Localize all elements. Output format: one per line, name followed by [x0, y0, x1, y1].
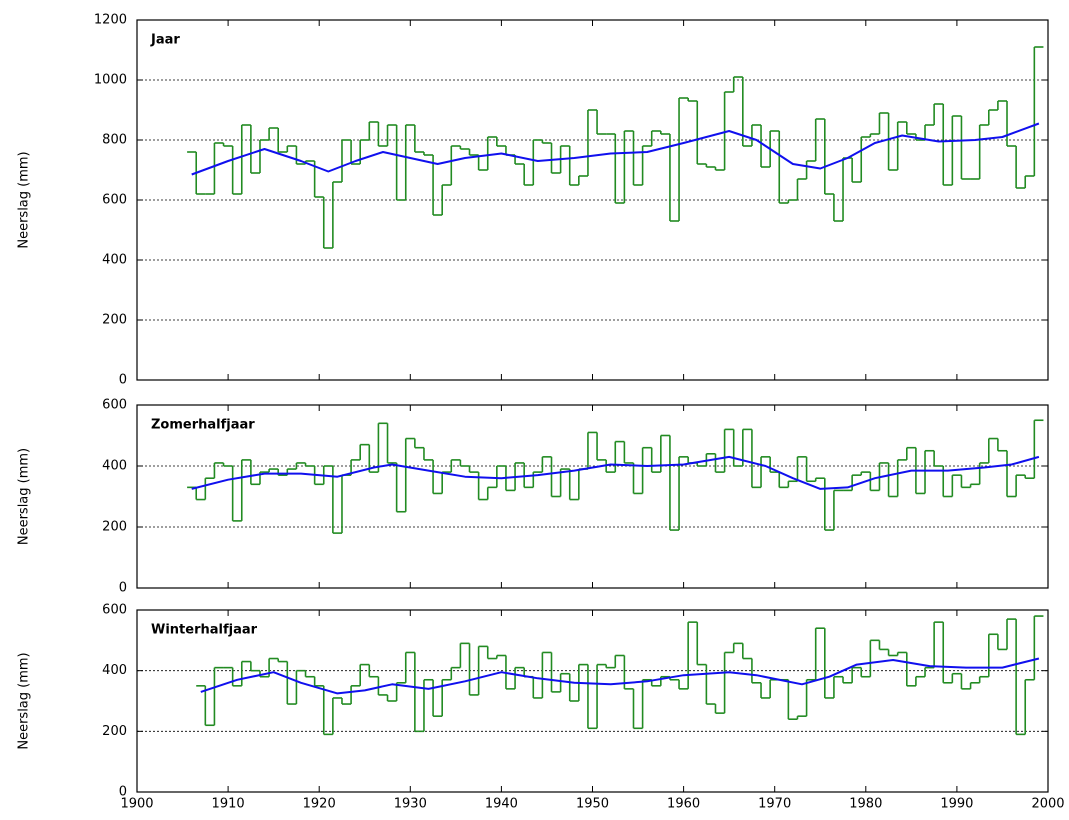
- y-axis-label: Neerslag (mm): [17, 448, 32, 545]
- x-tick-label: 1980: [849, 797, 882, 812]
- x-tick-label: 2000: [1031, 797, 1064, 812]
- y-tick-label: 0: [119, 581, 127, 596]
- y-tick-label: 800: [102, 133, 127, 148]
- y-axis-label: Neerslag (mm): [17, 652, 32, 749]
- y-tick-label: 0: [119, 373, 127, 388]
- y-tick-label: 600: [102, 193, 127, 208]
- y-tick-label: 600: [102, 603, 127, 618]
- x-tick-label: 1970: [758, 797, 791, 812]
- x-tick-label: 1900: [120, 797, 153, 812]
- trend-line: [200, 657, 1040, 695]
- y-tick-label: 200: [102, 724, 127, 739]
- y-tick-label: 1200: [94, 13, 127, 28]
- y-tick-label: 1000: [94, 73, 127, 88]
- trend-line: [191, 122, 1040, 176]
- panel-title: Winterhalfjaar: [151, 623, 258, 638]
- x-tick-label: 1920: [303, 797, 336, 812]
- x-tick-label: 1990: [940, 797, 973, 812]
- y-tick-label: 400: [102, 459, 127, 474]
- plot-frame: [136, 19, 1049, 381]
- plot-frame: [136, 609, 1049, 793]
- y-tick-label: 200: [102, 313, 127, 328]
- y-tick-label: 400: [102, 253, 127, 268]
- y-tick-label: 600: [102, 398, 127, 413]
- y-tick-label: 400: [102, 663, 127, 678]
- y-tick-label: 0: [119, 785, 127, 800]
- x-tick-label: 1930: [394, 797, 427, 812]
- x-tick-label: 1960: [667, 797, 700, 812]
- plot-frame: [136, 404, 1049, 589]
- x-tick-label: 1940: [485, 797, 518, 812]
- panel-title: Zomerhalfjaar: [151, 418, 255, 433]
- panel-title: Jaar: [150, 33, 180, 48]
- x-tick-label: 1910: [212, 797, 245, 812]
- trend-line: [191, 455, 1040, 490]
- y-axis-label: Neerslag (mm): [17, 151, 32, 248]
- y-tick-label: 200: [102, 520, 127, 535]
- x-tick-label: 1950: [576, 797, 609, 812]
